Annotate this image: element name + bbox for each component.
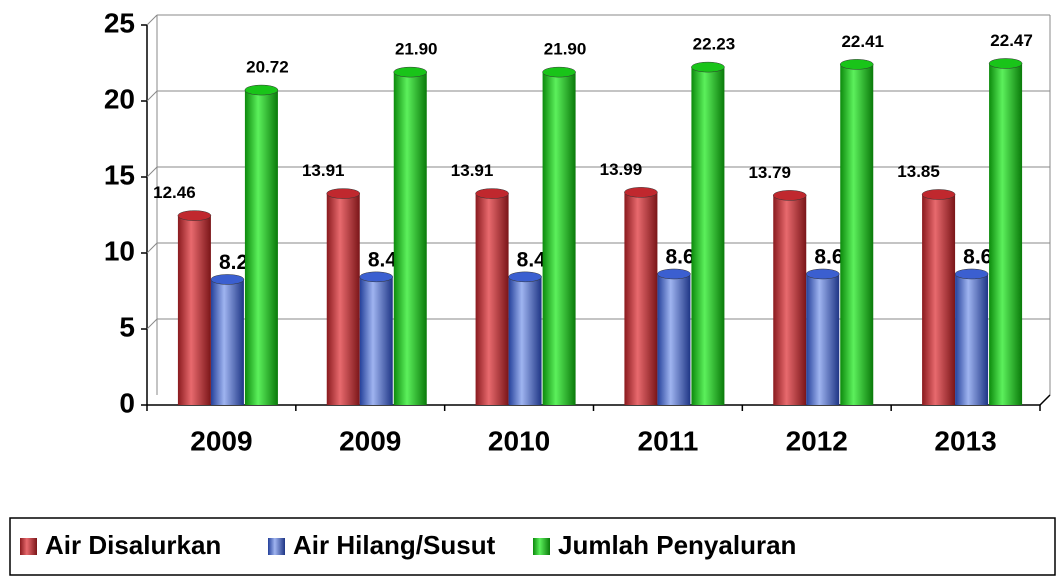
bar bbox=[954, 268, 989, 405]
bar-top bbox=[326, 188, 360, 199]
x-tick-label: 2011 bbox=[638, 425, 699, 456]
bar-top bbox=[773, 190, 807, 201]
bar-top bbox=[840, 59, 874, 70]
bar bbox=[988, 58, 1023, 406]
y-tick-label: 20 bbox=[104, 83, 135, 114]
bar-body bbox=[922, 194, 956, 405]
bar-body bbox=[840, 64, 874, 406]
bar-body bbox=[624, 192, 658, 405]
bar-body bbox=[657, 273, 691, 405]
bar bbox=[542, 66, 576, 406]
bar-top bbox=[657, 268, 691, 280]
bar-top bbox=[475, 188, 509, 199]
value-label: 22.47 bbox=[990, 31, 1033, 50]
value-label: 22.23 bbox=[693, 35, 736, 54]
bar-body bbox=[393, 72, 427, 406]
y-tick-label: 15 bbox=[104, 159, 135, 190]
x-tick-label: 2010 bbox=[488, 425, 550, 456]
bar bbox=[806, 268, 840, 405]
bar-body bbox=[691, 67, 725, 405]
bar-body bbox=[955, 273, 989, 405]
bar-body bbox=[542, 72, 576, 406]
bar-body bbox=[244, 90, 278, 405]
value-label: 22.41 bbox=[841, 32, 884, 51]
x-tick-label: 2012 bbox=[786, 425, 848, 456]
grid-line bbox=[146, 166, 158, 178]
bar bbox=[326, 188, 360, 405]
bar-top bbox=[177, 210, 212, 221]
bar bbox=[359, 271, 393, 405]
bar-body bbox=[326, 193, 360, 405]
bar-body bbox=[177, 215, 211, 405]
legend-label: Jumlah Penyaluran bbox=[558, 530, 796, 560]
x-tick-label: 2009 bbox=[190, 425, 252, 456]
value-label: 13.79 bbox=[748, 163, 791, 182]
y-tick-label: 0 bbox=[119, 387, 135, 418]
bar-top bbox=[244, 84, 279, 96]
x-tick-label: 2009 bbox=[339, 425, 401, 456]
bar bbox=[210, 274, 245, 405]
legend-swatch bbox=[268, 538, 285, 555]
bar-top bbox=[393, 66, 427, 78]
value-label: 21.90 bbox=[395, 40, 438, 59]
grid-line bbox=[146, 14, 158, 26]
legend-label: Air Disalurkan bbox=[45, 530, 221, 560]
bar bbox=[508, 271, 542, 405]
bar bbox=[177, 210, 212, 405]
bar bbox=[475, 188, 509, 405]
bar-body bbox=[359, 276, 393, 405]
bar-top bbox=[988, 58, 1023, 69]
grid-line bbox=[146, 318, 158, 330]
bar-top bbox=[624, 187, 658, 198]
bar-top bbox=[921, 189, 956, 200]
bar bbox=[840, 59, 874, 406]
bar-body bbox=[210, 279, 244, 405]
bar-top bbox=[806, 268, 840, 280]
floor bbox=[1039, 394, 1051, 406]
grid-line bbox=[146, 242, 158, 254]
bar bbox=[244, 84, 279, 405]
bar-top bbox=[691, 61, 725, 73]
y-tick-label: 10 bbox=[104, 235, 135, 266]
bar-top bbox=[954, 268, 989, 280]
legend-swatch bbox=[533, 538, 550, 555]
bar-top bbox=[542, 66, 576, 78]
bar-top bbox=[508, 271, 542, 283]
value-label: 13.91 bbox=[302, 161, 345, 180]
bar-body bbox=[989, 63, 1023, 406]
value-label: 13.99 bbox=[600, 160, 643, 179]
bar bbox=[657, 268, 691, 405]
value-label: 20.72 bbox=[246, 58, 289, 77]
value-label: 13.91 bbox=[451, 161, 494, 180]
value-label: 12.46 bbox=[153, 183, 196, 202]
grid-line bbox=[146, 90, 158, 102]
y-tick-label: 5 bbox=[119, 311, 135, 342]
y-tick-label: 25 bbox=[104, 7, 135, 38]
bar-top bbox=[359, 271, 393, 283]
legend-label: Air Hilang/Susut bbox=[293, 530, 496, 560]
bar bbox=[691, 61, 725, 405]
bar bbox=[624, 187, 658, 405]
legend-swatch bbox=[20, 538, 37, 555]
legend-box bbox=[9, 517, 1056, 576]
bar bbox=[773, 190, 807, 405]
x-tick-label: 2013 bbox=[934, 425, 996, 456]
value-label: 21.90 bbox=[544, 40, 587, 59]
value-label: 13.85 bbox=[897, 162, 940, 181]
bar-body bbox=[508, 276, 542, 405]
bar-body bbox=[806, 273, 840, 405]
bar bbox=[393, 66, 427, 406]
bar bbox=[921, 189, 956, 405]
bar-body bbox=[475, 193, 509, 405]
bar-top bbox=[210, 274, 245, 285]
bar-body bbox=[773, 195, 807, 405]
